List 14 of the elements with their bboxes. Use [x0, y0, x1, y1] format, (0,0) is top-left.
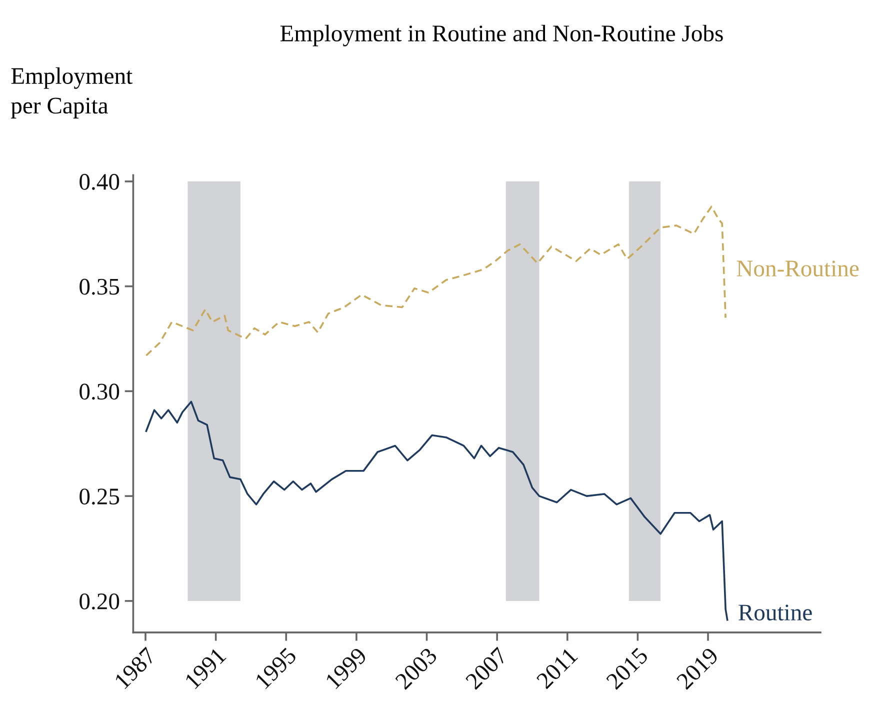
y-tick-label: 0.35: [80, 278, 120, 295]
y-tick-label: 0.25: [80, 488, 120, 505]
y-tick-label: 0.30: [80, 384, 120, 400]
chart-title: Employment in Routine and Non-Routine Jobs: [280, 24, 723, 46]
x-tick-label: 1999: [325, 646, 368, 690]
y-tick-label: 0.40: [80, 174, 120, 190]
line-series: [145, 206, 726, 356]
line-series: [145, 400, 728, 621]
x-tick-label: 2011: [536, 647, 578, 690]
y-tick-label: 0.20: [80, 593, 120, 610]
x-tick-label: 1991: [184, 647, 227, 690]
y-axis-title: Employment per Capita: [11, 67, 132, 118]
series-label: Routine: [738, 604, 812, 621]
series-label: Non-Routine: [736, 260, 859, 276]
